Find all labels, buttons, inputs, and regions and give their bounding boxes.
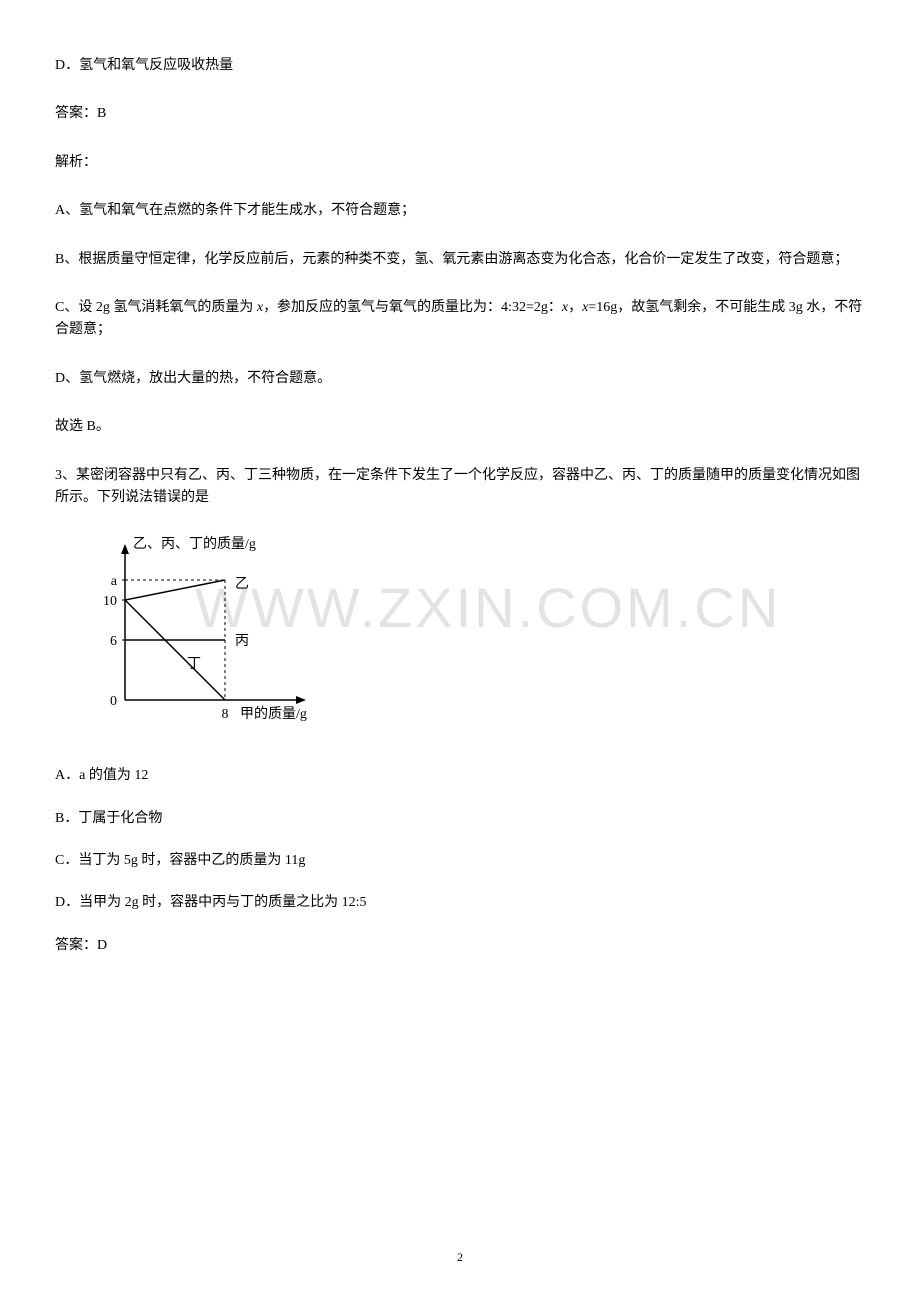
svg-text:0: 0	[110, 694, 117, 709]
svg-text:丙: 丙	[235, 634, 249, 649]
analysis-label: 解析：	[55, 152, 865, 174]
answer-1: 答案：B	[55, 103, 865, 125]
svg-text:a: a	[111, 574, 118, 589]
q3-option-d: D．当甲为 2g 时，容器中丙与丁的质量之比为 12:5	[55, 892, 865, 914]
conclusion-1: 故选 B。	[55, 416, 865, 438]
c-text-2: ，参加反应的氢气与氧气的质量比为：4:32=2g：	[263, 300, 562, 315]
explanation-c: C、设 2g 氢气消耗氧气的质量为 x，参加反应的氢气与氧气的质量比为：4:32…	[55, 297, 865, 342]
q3-option-b: B．丁属于化合物	[55, 808, 865, 830]
c-text-1: C、设 2g 氢气消耗氧气的质量为	[55, 300, 257, 315]
svg-text:8: 8	[222, 707, 229, 722]
explanation-b: B、根据质量守恒定律，化学反应前后，元素的种类不变，氢、氧元素由游离态变为化合态…	[55, 249, 865, 271]
explanation-d: D、氢气燃烧，放出大量的热，不符合题意。	[55, 368, 865, 390]
question-3: 3、某密闭容器中只有乙、丙、丁三种物质，在一定条件下发生了一个化学反应，容器中乙…	[55, 465, 865, 510]
svg-text:甲的质量/g: 甲的质量/g	[240, 706, 307, 722]
document-content: D．氢气和氧气反应吸收热量 答案：B 解析： A、氢气和氧气在点燃的条件下才能生…	[55, 55, 865, 957]
c-text-3: ，	[568, 300, 582, 315]
answer-2: 答案：D	[55, 935, 865, 957]
svg-text:6: 6	[110, 634, 117, 649]
explanation-a: A、氢气和氧气在点燃的条件下才能生成水，不符合题意；	[55, 200, 865, 222]
svg-text:丁: 丁	[187, 657, 201, 672]
svg-text:乙: 乙	[235, 576, 249, 592]
option-d: D．氢气和氧气反应吸收热量	[55, 55, 865, 77]
q3-option-c: C．当丁为 5g 时，容器中乙的质量为 11g	[55, 850, 865, 872]
q3-option-a: A．a 的值为 12	[55, 765, 865, 787]
chart-figure: 乙、丙、丁的质量/g 甲的质量/g a 10 6 0 8 乙丙丁	[70, 535, 865, 740]
page-number: 2	[457, 1250, 463, 1265]
svg-text:乙、丙、丁的质量/g: 乙、丙、丁的质量/g	[133, 536, 256, 552]
svg-text:10: 10	[103, 594, 117, 609]
chart-svg: 乙、丙、丁的质量/g 甲的质量/g a 10 6 0 8 乙丙丁	[70, 535, 325, 735]
